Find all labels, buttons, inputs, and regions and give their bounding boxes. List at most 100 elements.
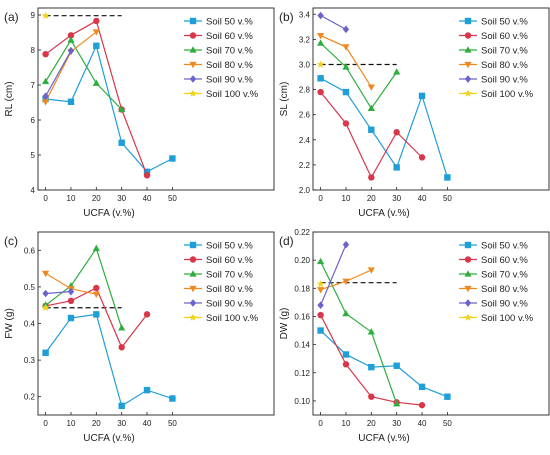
data-point — [93, 42, 100, 49]
y-tick-label: 0.4 — [24, 320, 36, 329]
data-point — [317, 39, 325, 46]
y-tick-label: 0.22 — [294, 228, 310, 237]
x-tick-label: 10 — [342, 194, 351, 203]
panel-label: (a) — [4, 10, 19, 24]
data-point — [368, 126, 375, 133]
x-tick-label: 50 — [168, 194, 177, 203]
chart-panel-4: (d) 0.10 0.12 0.14 0.16 0.18 0.20 0.22 0 10 20 30 40… — [279, 228, 550, 444]
data-point — [368, 174, 375, 181]
data-point — [342, 120, 350, 127]
data-point — [418, 383, 426, 391]
series-line — [320, 261, 398, 404]
legend-marker — [189, 46, 197, 53]
panel-label: (b) — [279, 10, 294, 24]
data-point — [393, 399, 401, 407]
y-tick-label: 0.5 — [24, 283, 36, 292]
y-tick-label: 4 — [31, 186, 36, 195]
panel-label: (c) — [4, 234, 18, 248]
y-tick-label: 2.0 — [299, 186, 311, 195]
data-point — [169, 395, 176, 402]
legend-label: Soil 70 v.% — [481, 46, 528, 57]
legend-marker — [464, 256, 472, 263]
legend-marker — [464, 46, 472, 53]
data-point — [368, 363, 375, 371]
data-point — [444, 174, 451, 181]
data-point — [42, 92, 49, 100]
y-tick-label: 8 — [31, 46, 36, 55]
x-tick-label: 50 — [168, 419, 177, 428]
data-point — [118, 139, 125, 146]
data-point — [342, 88, 350, 96]
legend-marker — [464, 17, 472, 25]
y-axis-label: DW (g) — [279, 308, 290, 340]
data-point — [367, 328, 375, 335]
x-tick-label: 30 — [117, 194, 126, 203]
legend-label: Soil 50 v.% — [481, 241, 528, 252]
data-point — [92, 29, 100, 36]
data-point — [418, 401, 426, 409]
x-tick-label: 0 — [43, 194, 48, 203]
x-tick-label: 30 — [117, 419, 126, 428]
legend-marker — [464, 61, 472, 69]
legend-label: Soil 70 v.% — [481, 270, 528, 281]
y-tick-label: 0.12 — [294, 369, 310, 378]
data-point — [143, 386, 151, 394]
legend-label: Soil 80 v.% — [206, 60, 253, 71]
x-axis-label: UCFA (v.%) — [358, 208, 409, 219]
data-point — [92, 79, 100, 86]
legend-label: Soil 100 v.% — [206, 89, 259, 100]
y-tick-label: 7 — [31, 81, 36, 90]
legend-label: Soil 90 v.% — [481, 299, 528, 310]
panel-label: (d) — [279, 234, 294, 248]
legend-label: Soil 90 v.% — [206, 75, 253, 86]
legend-marker — [189, 75, 197, 83]
data-point — [317, 287, 325, 294]
data-point — [118, 105, 126, 113]
x-tick-label: 30 — [392, 419, 401, 428]
series-line — [320, 77, 448, 178]
series-line — [45, 313, 173, 407]
x-tick-label: 50 — [443, 419, 452, 428]
legend-label: Soil 70 v.% — [206, 270, 253, 281]
data-point — [41, 11, 50, 19]
data-point — [317, 327, 324, 334]
series-line — [320, 15, 347, 30]
data-point — [418, 92, 426, 100]
data-point — [118, 344, 125, 351]
x-tick-label: 20 — [92, 419, 101, 428]
data-point — [42, 270, 50, 278]
data-point — [393, 164, 400, 171]
data-point — [67, 32, 75, 39]
data-point — [42, 99, 50, 106]
data-point — [169, 155, 176, 162]
data-point — [93, 17, 100, 25]
legend-marker — [189, 285, 197, 293]
data-point — [317, 88, 324, 96]
legend-marker — [189, 256, 197, 263]
data-point — [317, 301, 324, 309]
data-point — [316, 60, 325, 68]
legend-marker — [464, 89, 472, 97]
data-point — [393, 68, 401, 75]
x-tick-label: 40 — [418, 419, 427, 428]
y-axis-label: RL (cm) — [4, 81, 15, 116]
data-point — [367, 267, 375, 274]
x-tick-label: 10 — [67, 194, 76, 203]
data-point — [342, 63, 350, 70]
legend-label: Soil 50 v.% — [206, 17, 253, 28]
data-point — [143, 172, 151, 179]
series-line — [45, 50, 72, 97]
data-point — [316, 280, 325, 288]
series-line — [45, 291, 72, 295]
series-line — [320, 244, 347, 306]
data-point — [93, 284, 100, 292]
x-tick-label: 50 — [443, 194, 452, 203]
y-tick-label: 2.6 — [299, 111, 311, 120]
data-point — [118, 324, 126, 331]
x-tick-label: 10 — [67, 419, 76, 428]
data-point — [317, 33, 325, 40]
legend-label: Soil 90 v.% — [206, 299, 253, 310]
series-line — [320, 35, 372, 88]
data-point — [93, 311, 100, 318]
